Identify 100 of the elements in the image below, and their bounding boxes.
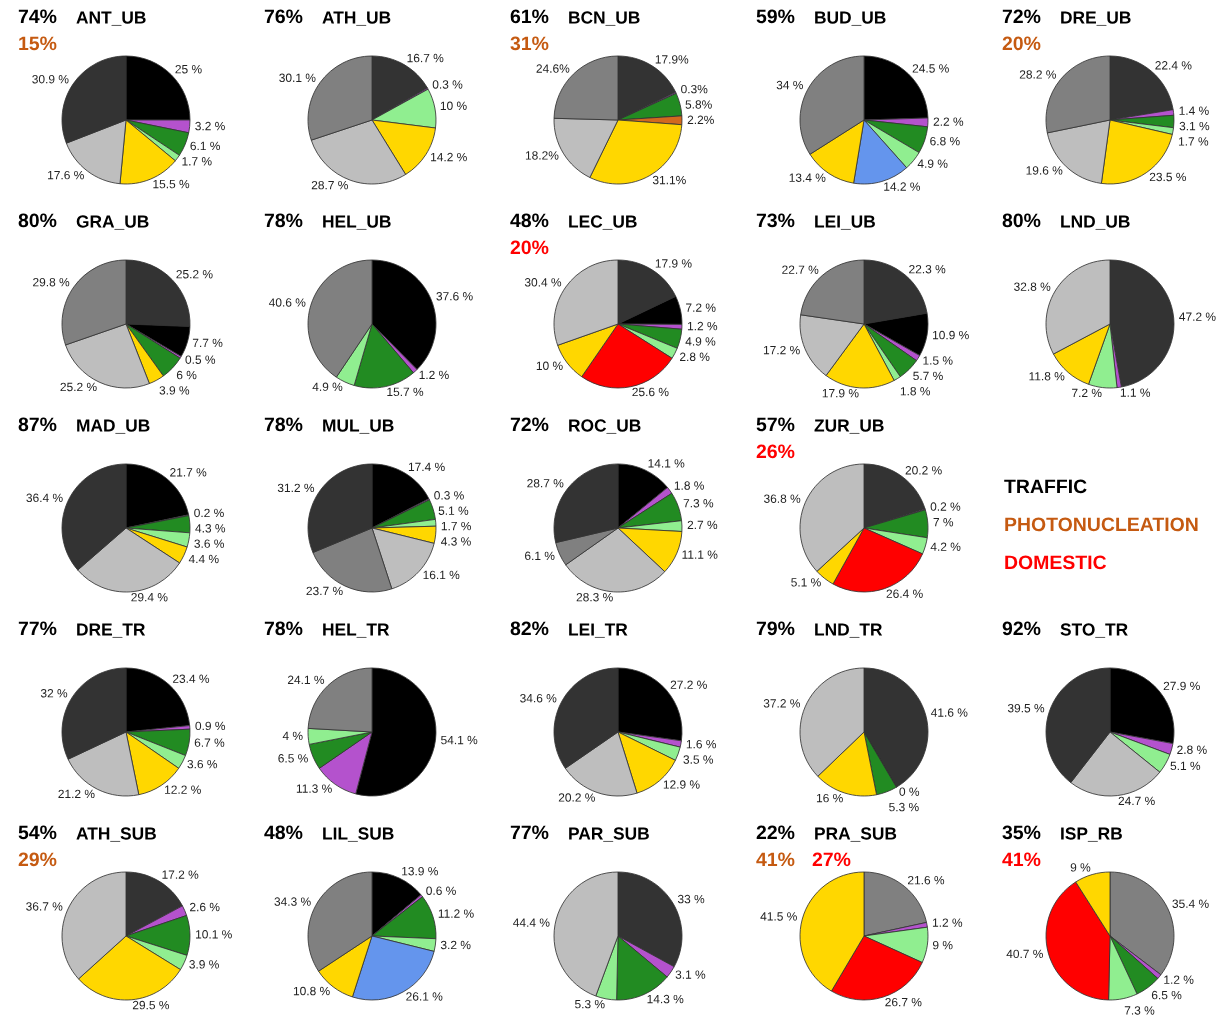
data-label: 1.2 % [1164, 975, 1194, 984]
data-label: 23.7 % [306, 586, 343, 596]
text: 59% [756, 9, 795, 24]
data-label: 34 % [776, 80, 804, 90]
data-label: 30.4 % [524, 278, 562, 287]
text: 48% [264, 825, 303, 840]
data-label: 31.2 % [277, 483, 315, 493]
data-label: 14.3 % [647, 994, 684, 1004]
data-label: 6.1 % [190, 141, 220, 151]
data-label: 5.1 % [438, 506, 469, 515]
data-label: 4.3 % [441, 537, 471, 546]
data-label: 5.1 % [1170, 761, 1201, 771]
data-label: 24.5 % [912, 64, 949, 73]
text: 80% [1002, 213, 1041, 228]
data-label: 39.5 % [1007, 703, 1045, 713]
chart-title: LEI_UB [815, 215, 875, 230]
text: 79% [756, 621, 795, 636]
data-label: 54.1 % [441, 735, 478, 745]
data-label: 4.2 % [930, 542, 961, 551]
data-label: 26.1 % [406, 992, 443, 1001]
category-label: DOMESTIC [1005, 555, 1107, 570]
data-label: 12.2 % [165, 785, 201, 794]
data-label: 35.4 % [1172, 899, 1209, 908]
data-label: 21.2 % [58, 789, 95, 799]
text: 41% [756, 852, 795, 867]
data-label: 21.6 % [907, 875, 945, 885]
chart-title: BUD_UB [815, 11, 886, 26]
data-label: 10.8 % [293, 986, 330, 996]
data-label: 2.2 % [933, 117, 964, 126]
data-label: 26.4 % [886, 589, 923, 598]
data-label: 2.8 % [1177, 745, 1207, 754]
data-label: 25.6 % [632, 387, 669, 397]
data-label: 1.1 % [1120, 388, 1151, 397]
data-label: 6.5 % [278, 754, 308, 763]
data-label: 5.1 % [791, 578, 821, 587]
data-label: 1.5 % [923, 356, 953, 365]
chart-title: STO_TR [1060, 623, 1128, 638]
data-label: 24.6% [536, 64, 570, 73]
data-label: 3.1 % [675, 970, 706, 979]
data-label: 2.2% [687, 115, 714, 125]
data-label: 34.6 % [520, 694, 557, 703]
data-label: 36.8 % [763, 494, 801, 503]
chart-title: LEC_UB [569, 215, 637, 230]
data-label: 10 % [536, 361, 563, 370]
data-label: 16 % [816, 793, 843, 803]
category-label: TRAFFIC [1004, 479, 1087, 494]
data-label: 7 % [933, 518, 954, 527]
data-label: 1.8 % [900, 387, 931, 396]
text: 26% [756, 444, 795, 459]
text: 78% [264, 621, 303, 636]
text: 74% [18, 9, 57, 24]
data-label: 0.5 % [185, 355, 216, 364]
data-label: 18.2% [525, 151, 559, 160]
data-label: 14.2 % [884, 182, 921, 191]
data-label: 16.1 % [423, 570, 460, 580]
data-label: 0.2 % [930, 502, 961, 511]
data-label: 28.7 % [311, 180, 348, 190]
data-label: 6.1 % [525, 551, 555, 561]
data-label: 7.2 % [686, 303, 716, 312]
data-label: 13.9 % [402, 866, 438, 876]
chart-title: HEL_UB [323, 215, 391, 230]
data-label: 7.3 % [1124, 1006, 1155, 1015]
data-label: 1.7 % [441, 521, 472, 531]
data-label: 5.7 % [913, 371, 943, 381]
data-label: 4.3 % [195, 524, 226, 533]
data-label: 17.9% [655, 55, 689, 64]
text: 57% [756, 417, 795, 432]
data-label: 24.7 % [1118, 796, 1155, 806]
data-label: 1.2 % [419, 370, 449, 380]
chart-title: PAR_SUB [569, 827, 649, 842]
data-label: 0.2 % [194, 508, 224, 518]
text: 31% [510, 36, 549, 51]
data-label: 1.7 % [1178, 137, 1209, 146]
data-label: 41.5 % [760, 912, 797, 921]
data-label: 41.6 % [930, 708, 968, 717]
chart-title: DRE_UB [1061, 11, 1131, 26]
data-label: 32.8 % [1014, 282, 1051, 291]
data-label: 29.4 % [131, 592, 168, 602]
data-label: 12.9 % [663, 780, 700, 789]
data-label: 31.1% [652, 175, 686, 185]
data-label: 23.5 % [1149, 172, 1187, 182]
chart-title: LEI_TR [569, 623, 628, 638]
data-label: 19.6 % [1026, 166, 1063, 175]
text: 20% [1002, 36, 1041, 51]
data-label: 9 % [1070, 863, 1091, 872]
data-label: 3.2 % [195, 121, 225, 131]
data-label: 29.5 % [132, 1000, 170, 1010]
data-label: 17.2 % [162, 870, 199, 879]
text: 77% [510, 825, 549, 840]
data-label: 5.3 % [575, 999, 605, 1009]
chart-title: ISP_RB [1061, 827, 1122, 842]
chart-title: PRA_SUB [815, 827, 897, 842]
data-label: 25.2 % [60, 382, 97, 392]
data-label: 6.7 % [194, 738, 225, 747]
data-label: 0.9 % [195, 721, 226, 731]
chart-title: ANT_UB [76, 11, 146, 26]
data-label: 6.5 % [1151, 990, 1182, 1000]
data-label: 33 % [677, 894, 705, 904]
data-label: 3.5 % [683, 755, 714, 764]
chart-title: LND_UB [1061, 215, 1130, 230]
